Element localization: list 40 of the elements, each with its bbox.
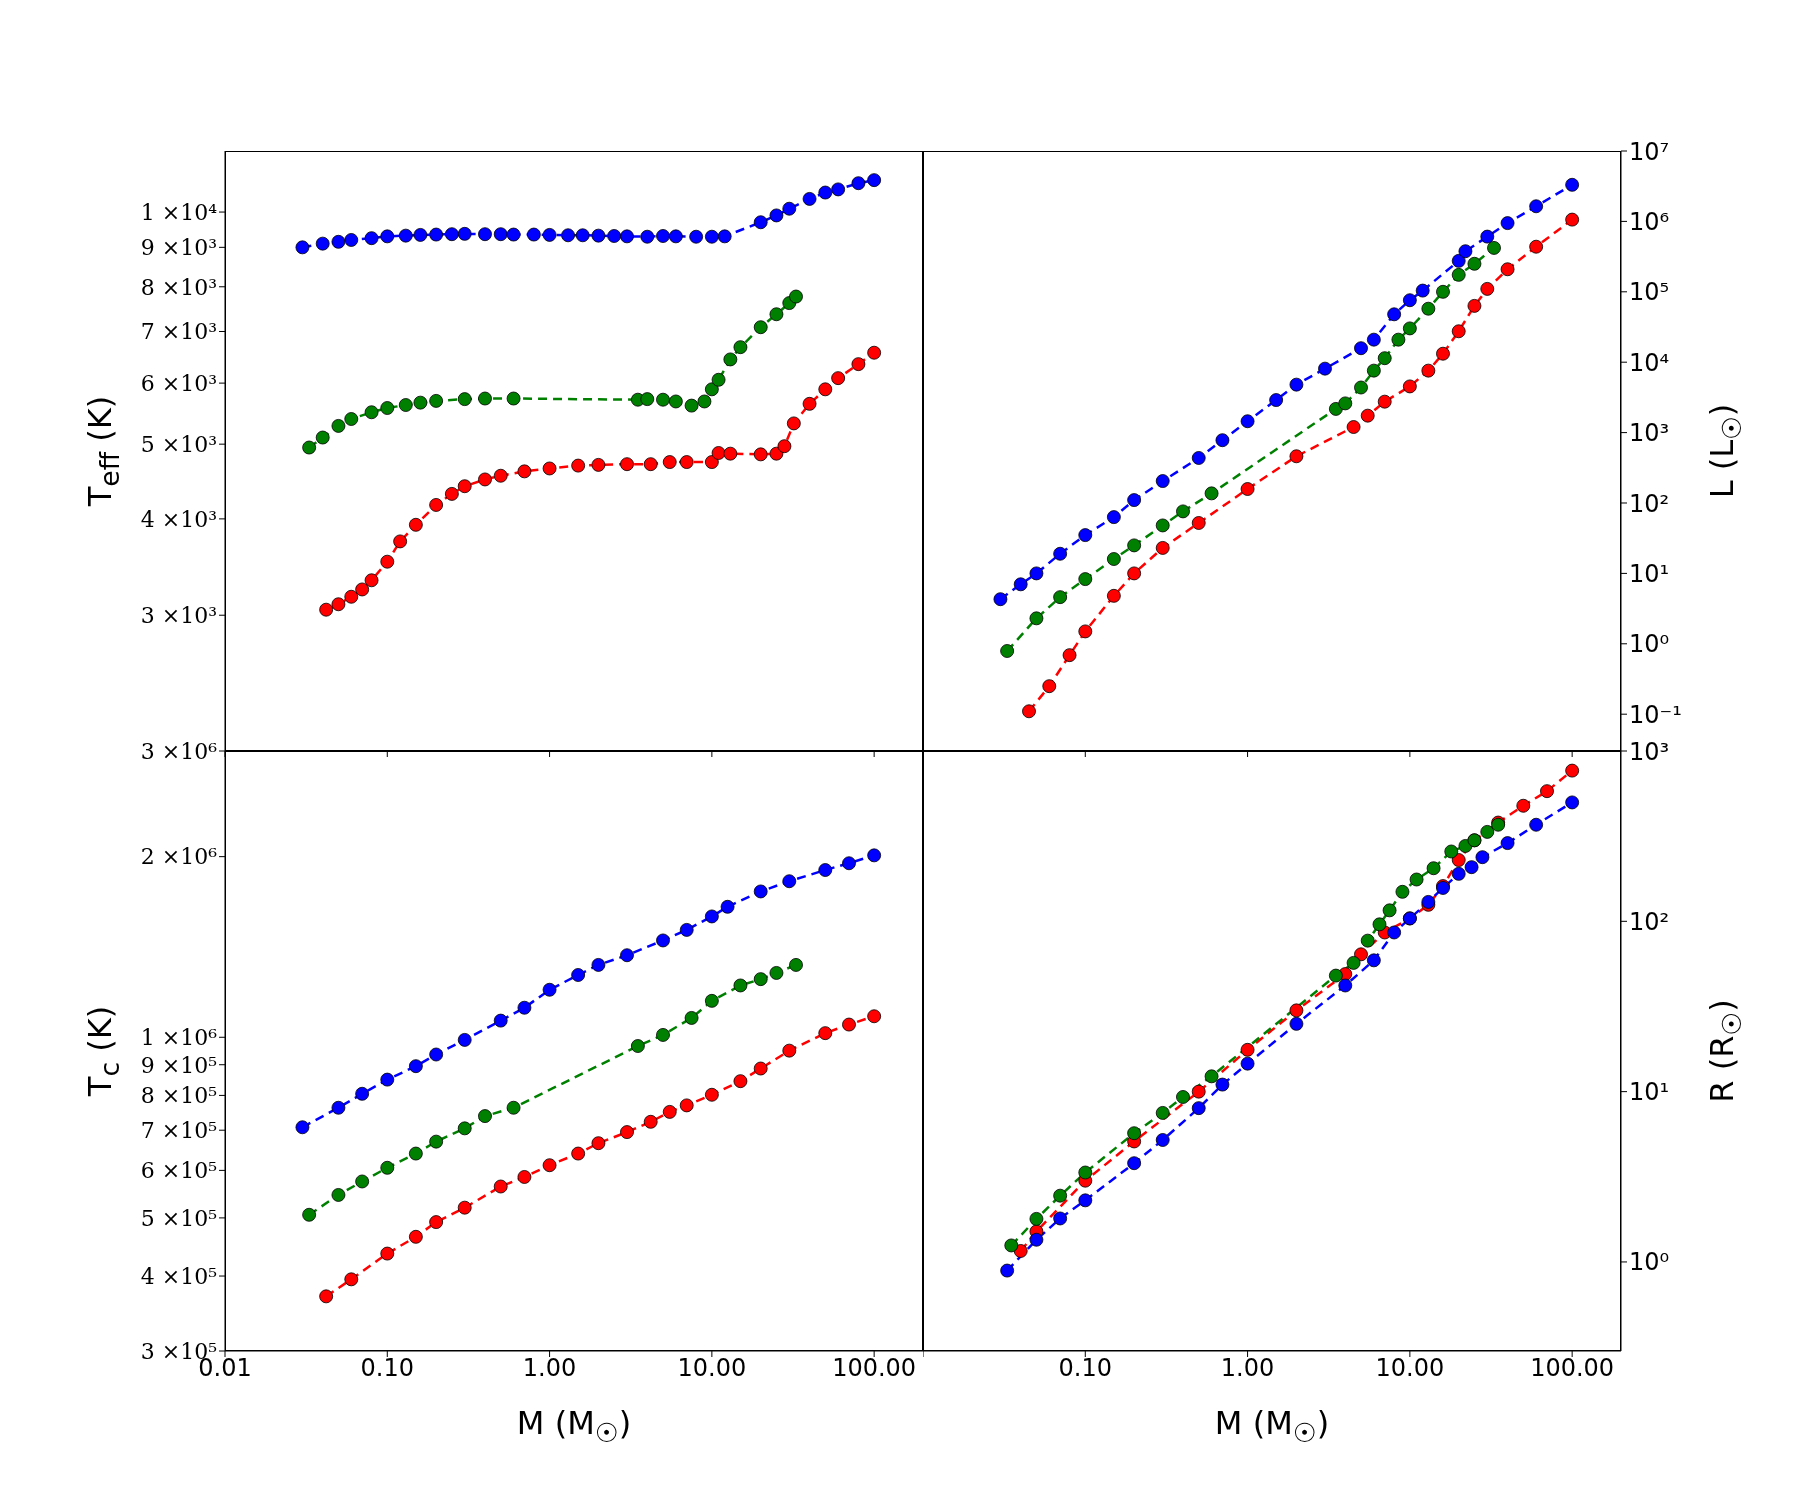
x-tick-label: 1.00 <box>522 1354 577 1383</box>
y-tick-label: 1 ×10⁴ <box>140 199 218 225</box>
y-tick-label: 10¹ <box>1629 559 1670 588</box>
y-tick-label: 9 ×10⁵ <box>140 1052 217 1078</box>
y-tick-label: 10² <box>1629 907 1670 936</box>
y-tick-label: 10⁰ <box>1629 630 1670 659</box>
x-tick-label: 10.00 <box>1375 1354 1445 1383</box>
y-tick-label: 7 ×10³ <box>140 319 217 345</box>
y-tick-label: 1 ×10⁶ <box>140 1025 218 1051</box>
y-tick-label: 10⁷ <box>1629 137 1670 166</box>
y-tick-label: 10⁰ <box>1629 1248 1670 1277</box>
y-tick-label: 3 ×10⁶ <box>140 738 218 764</box>
y-tick-label: 10¹ <box>1629 1078 1670 1107</box>
y-tick-label: 5 ×10⁵ <box>140 1205 217 1231</box>
x-tick-label: 10.00 <box>677 1354 747 1383</box>
y-tick-label: 4 ×10⁵ <box>140 1263 217 1289</box>
y-tick-label: 7 ×10⁵ <box>140 1118 217 1144</box>
y-tick-label: 10⁵ <box>1629 278 1670 307</box>
x-tick-label: 100.00 <box>1530 1354 1615 1383</box>
y-tick-label: 8 ×10⁵ <box>140 1083 217 1109</box>
x-tick-label: 1.00 <box>1220 1354 1275 1383</box>
y-tick-label: 10⁻¹ <box>1629 700 1682 729</box>
x-tick-label: 100.00 <box>832 1354 917 1383</box>
x-tick-label: 0.10 <box>360 1354 415 1383</box>
y-tick-label: 6 ×10⁵ <box>140 1158 217 1184</box>
y-tick-label: 10³ <box>1629 419 1670 448</box>
y-tick-label: 4 ×10³ <box>140 506 217 532</box>
y-tick-label: 5 ×10³ <box>140 431 217 457</box>
y-tick-label: 10⁶ <box>1629 207 1670 236</box>
y-tick-label: 9 ×10³ <box>140 235 217 261</box>
y-tick-label: 8 ×10³ <box>140 274 217 300</box>
y-tick-label: 2 ×10⁶ <box>140 844 218 870</box>
y-tick-label: 10³ <box>1629 737 1670 766</box>
x-tick-label: 0.10 <box>1058 1354 1113 1383</box>
y-tick-label: 6 ×10³ <box>140 370 217 396</box>
y-tick-label: 3 ×10³ <box>140 603 217 629</box>
y-tick-label: 10² <box>1629 489 1670 518</box>
x-axis-title: M (M$_{☉}$) <box>1214 1404 1330 1448</box>
y-tick-label: 10⁴ <box>1629 348 1670 377</box>
x-axis-title: M (M$_{☉}$) <box>516 1404 632 1448</box>
